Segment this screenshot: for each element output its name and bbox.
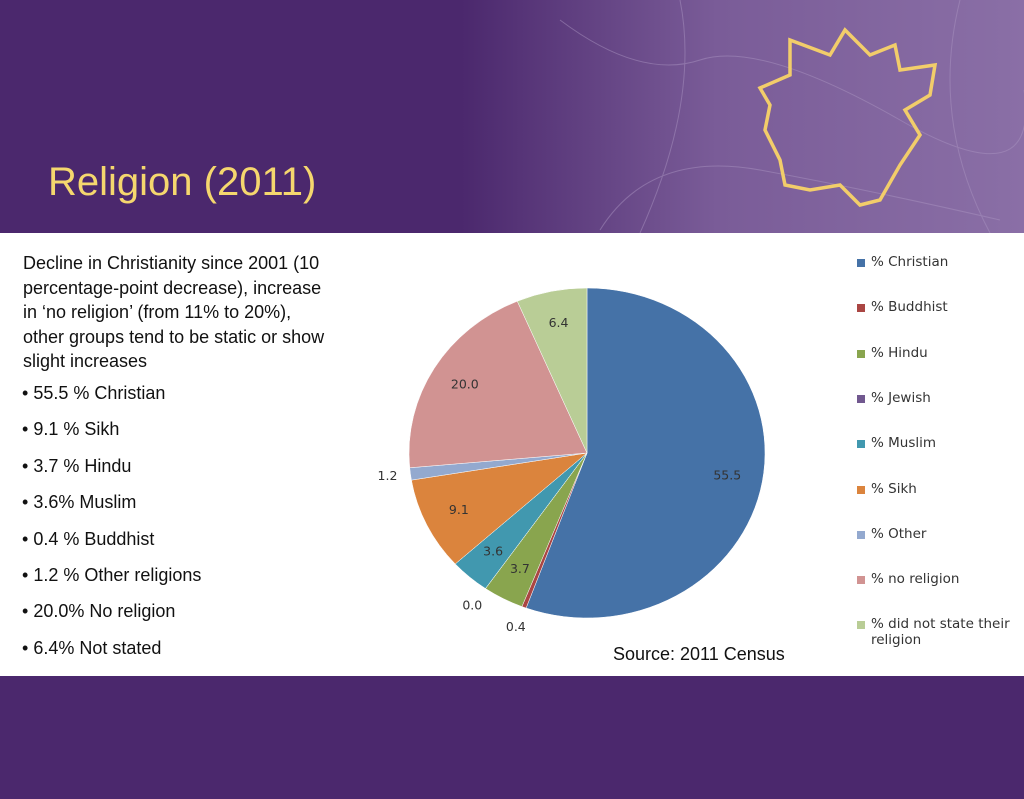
legend-swatch: [857, 394, 865, 403]
data-label: 9.1: [449, 502, 469, 517]
legend-label: % Sikh: [871, 480, 917, 497]
data-label: 3.7: [510, 561, 530, 576]
pie-slice: [525, 287, 766, 619]
legend-label: % Jewish: [871, 389, 931, 406]
map-background: [0, 0, 1024, 233]
bullet: 6.4% Not stated: [22, 638, 201, 674]
legend-swatch: [857, 259, 865, 267]
data-label: 0.0: [462, 598, 482, 613]
legend-swatch: [857, 576, 865, 585]
legend-item: % Hindu: [857, 345, 928, 361]
legend-item: % Other: [857, 526, 926, 542]
bullet: 1.2 % Other religions: [22, 565, 201, 601]
bullet: 55.5 % Christian: [22, 383, 201, 419]
legend-label: % Christian: [871, 254, 949, 270]
bullet: 3.6% Muslim: [22, 492, 201, 528]
bullet: 9.1 % Sikh: [22, 419, 201, 455]
pie-slice: [411, 452, 588, 565]
data-label: 3.6: [483, 544, 503, 559]
legend-item: % Buddhist: [857, 299, 948, 315]
legend-item: % Muslim: [857, 435, 936, 451]
legend-label: % did not state their religion: [871, 616, 1010, 649]
intro-text: Decline in Christianity since 2001 (10 p…: [23, 253, 325, 371]
legend-item: % no religion: [857, 571, 959, 587]
legend-item: % Christian: [857, 254, 948, 270]
legend-label: % Hindu: [871, 344, 928, 361]
bullet: 20.0% No religion: [22, 601, 201, 637]
legend-swatch: [857, 621, 865, 630]
legend-item: % Sikh: [857, 481, 917, 497]
legend-swatch: [857, 485, 865, 494]
source-note: Source: 2011 Census: [613, 644, 785, 664]
legend-item: % did not state their religion: [857, 616, 1017, 648]
bullet: 3.7 % Hindu: [22, 456, 201, 492]
bullet: 0.4 % Buddhist: [22, 529, 201, 565]
legend-swatch: [857, 349, 865, 358]
legend-label: % Buddhist: [871, 299, 948, 316]
legend-label: % Other: [871, 525, 927, 542]
data-label: 20.0: [451, 377, 479, 392]
footer: [0, 676, 1024, 799]
legend-swatch: [857, 304, 865, 313]
pie-slice: [516, 287, 588, 454]
data-label: 55.5: [713, 467, 741, 482]
legend-swatch: [857, 440, 865, 449]
bullet-list: 55.5 % Christian9.1 % Sikh3.7 % Hindu3.6…: [22, 383, 201, 674]
header: Religion (2011): [0, 0, 1024, 233]
slide-title: Religion (2011): [48, 160, 317, 204]
data-label: 1.2: [378, 468, 398, 483]
legend-label: % no religion: [871, 571, 960, 588]
legend-swatch: [857, 530, 865, 539]
legend-label: % Muslim: [871, 435, 937, 452]
pie-slice: [408, 300, 588, 469]
data-label: 6.4: [549, 315, 569, 330]
legend-item: % Jewish: [857, 390, 931, 406]
data-label: 0.4: [506, 619, 526, 634]
